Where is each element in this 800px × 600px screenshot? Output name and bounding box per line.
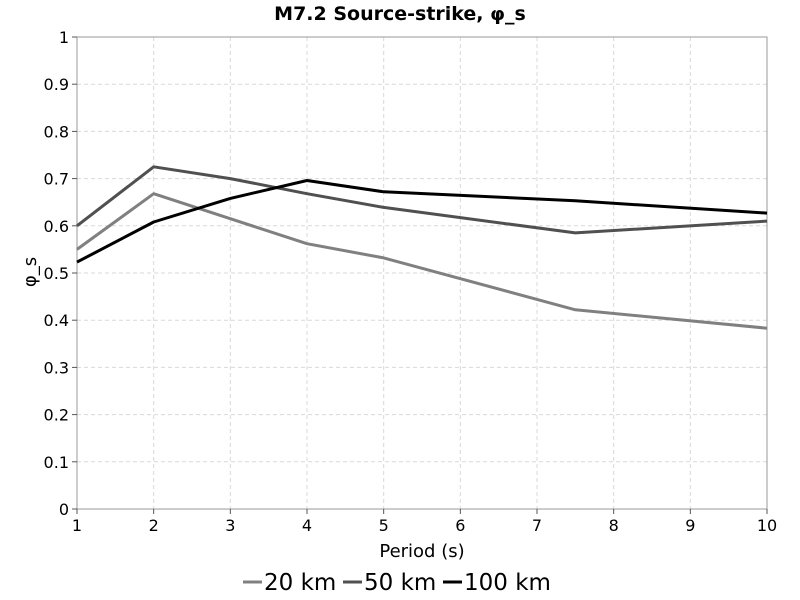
y-tick-label: 0.8 bbox=[44, 122, 69, 141]
x-tick-label: 4 bbox=[302, 516, 312, 535]
x-tick-label: 3 bbox=[225, 516, 235, 535]
y-tick-label: 1 bbox=[59, 28, 69, 47]
x-tick-label: 9 bbox=[685, 516, 695, 535]
x-tick-label: 2 bbox=[149, 516, 159, 535]
x-tick-label: 5 bbox=[379, 516, 389, 535]
series-line-50-km bbox=[76, 165, 768, 235]
x-tick-label: 1 bbox=[72, 516, 82, 535]
y-axis-label: φ_s bbox=[20, 257, 41, 287]
y-tick-label: 0.3 bbox=[44, 358, 69, 377]
y-tick-label: 0.7 bbox=[44, 170, 69, 189]
x-axis-label: Period (s) bbox=[379, 541, 464, 562]
y-tick-label: 0.9 bbox=[44, 75, 69, 94]
x-axis-ticks: 1 2 3 4 5 6 7 8 9 10 bbox=[72, 509, 777, 535]
y-tick-label: 0.2 bbox=[44, 406, 69, 425]
y-axis-ticks: 0 0.1 0.2 0.3 0.4 0.5 0.6 0.7 0.8 0.9 1 bbox=[44, 28, 77, 519]
chart-title: M7.2 Source-strike, φ_s bbox=[274, 3, 526, 25]
series-lines bbox=[76, 165, 768, 330]
x-tick-label: 6 bbox=[455, 516, 465, 535]
x-tick-label: 10 bbox=[757, 516, 777, 535]
legend-label-20-km: 20 km bbox=[264, 570, 336, 596]
y-tick-label: 0.4 bbox=[44, 311, 69, 330]
series-line-100-km bbox=[76, 179, 768, 264]
y-tick-label: 0.6 bbox=[44, 217, 69, 236]
series-line-20-km bbox=[76, 192, 768, 330]
y-tick-label: 0 bbox=[59, 500, 69, 519]
y-tick-label: 0.1 bbox=[44, 453, 69, 472]
legend: 20 km 50 km 100 km bbox=[243, 570, 551, 596]
legend-label-100-km: 100 km bbox=[464, 570, 551, 596]
legend-label-50-km: 50 km bbox=[364, 570, 436, 596]
y-tick-label: 0.5 bbox=[44, 264, 69, 283]
x-tick-label: 7 bbox=[532, 516, 542, 535]
x-tick-label: 8 bbox=[609, 516, 619, 535]
